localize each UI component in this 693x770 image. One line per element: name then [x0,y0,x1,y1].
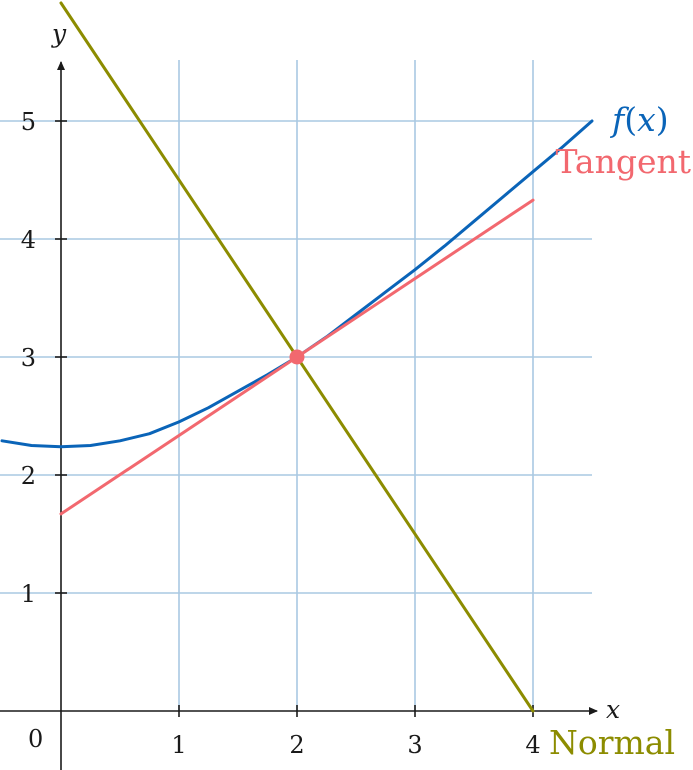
y-tick-label: 4 [21,226,36,254]
function-label: f(x) [609,100,669,139]
x-tick-label: 4 [525,731,540,759]
x-tick-label: 1 [171,731,186,759]
x-tick-label: 3 [407,731,422,759]
tangency-point [289,349,305,365]
axes: x y 0 [0,19,620,770]
y-tick-label: 1 [21,580,36,608]
x-tick-label: 2 [289,731,304,759]
y-tick-label: 3 [21,344,36,372]
origin-label: 0 [28,725,43,753]
grid [0,60,592,711]
ticks: 1 2 3 4 1 2 3 4 5 [21,108,541,759]
y-tick-label: 5 [21,108,36,136]
tangency-point-group [289,349,305,365]
tangent-label: Tangent [555,142,691,181]
series-labels: f(x)Tangent Normal [549,100,691,762]
y-tick-label: 2 [21,462,36,490]
normal-label: Normal [549,723,675,762]
y-axis-label: y [51,19,67,48]
x-axis-label: x [606,695,620,724]
